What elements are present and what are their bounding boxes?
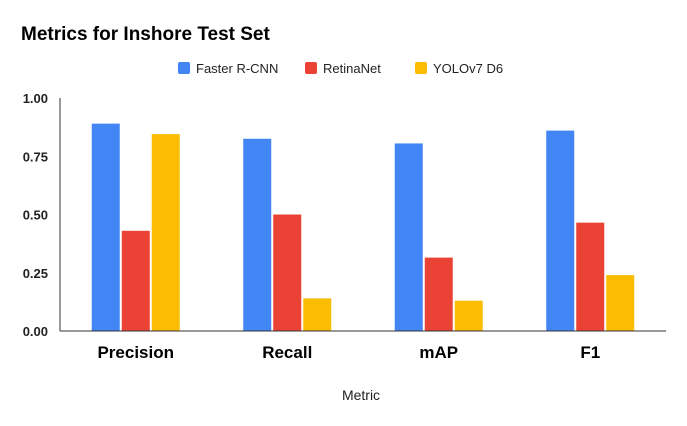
bar-precision-faster-r-cnn <box>91 123 120 331</box>
legend: Faster R-CNN RetinaNet YOLOv7 D6 <box>178 61 503 76</box>
legend-item-1: RetinaNet <box>305 61 381 76</box>
x-tick-label: Recall <box>262 343 312 362</box>
y-tick-label: 1.00 <box>23 91 48 106</box>
legend-label: RetinaNet <box>323 61 381 76</box>
bar-recall-retinanet <box>273 214 302 331</box>
bar-map-retinanet <box>424 257 453 331</box>
legend-item-0: Faster R-CNN <box>178 61 278 76</box>
bar-recall-yolov7-d6 <box>303 298 332 331</box>
x-tick-label: mAP <box>419 343 458 362</box>
y-tick-label: 0.50 <box>23 208 48 223</box>
bar-map-yolov7-d6 <box>454 300 483 331</box>
legend-swatch <box>305 62 317 74</box>
legend-swatch <box>415 62 427 74</box>
x-axis: Precision Recall mAP F1 <box>60 330 666 362</box>
bar-map-faster-r-cnn <box>394 143 423 331</box>
x-tick-label: F1 <box>580 343 600 362</box>
legend-label: YOLOv7 D6 <box>433 61 503 76</box>
bar-f1-faster-r-cnn <box>546 130 575 331</box>
y-tick-label: 0.25 <box>23 266 48 281</box>
bar-f1-yolov7-d6 <box>606 275 635 331</box>
bar-precision-yolov7-d6 <box>151 134 180 331</box>
x-tick-label: Precision <box>97 343 174 362</box>
legend-swatch <box>178 62 190 74</box>
bar-f1-retinanet <box>576 222 605 331</box>
y-tick-label: 0.75 <box>23 149 48 164</box>
bars-group <box>91 123 635 331</box>
x-axis-label: Metric <box>342 387 380 403</box>
legend-item-2: YOLOv7 D6 <box>415 61 503 76</box>
bar-recall-faster-r-cnn <box>243 138 272 331</box>
bar-precision-retinanet <box>121 230 150 331</box>
y-axis: 0.00 0.25 0.50 0.75 1.00 <box>23 91 61 339</box>
chart-title: Metrics for Inshore Test Set <box>21 24 270 45</box>
legend-label: Faster R-CNN <box>196 61 278 76</box>
y-tick-label: 0.00 <box>23 324 48 339</box>
